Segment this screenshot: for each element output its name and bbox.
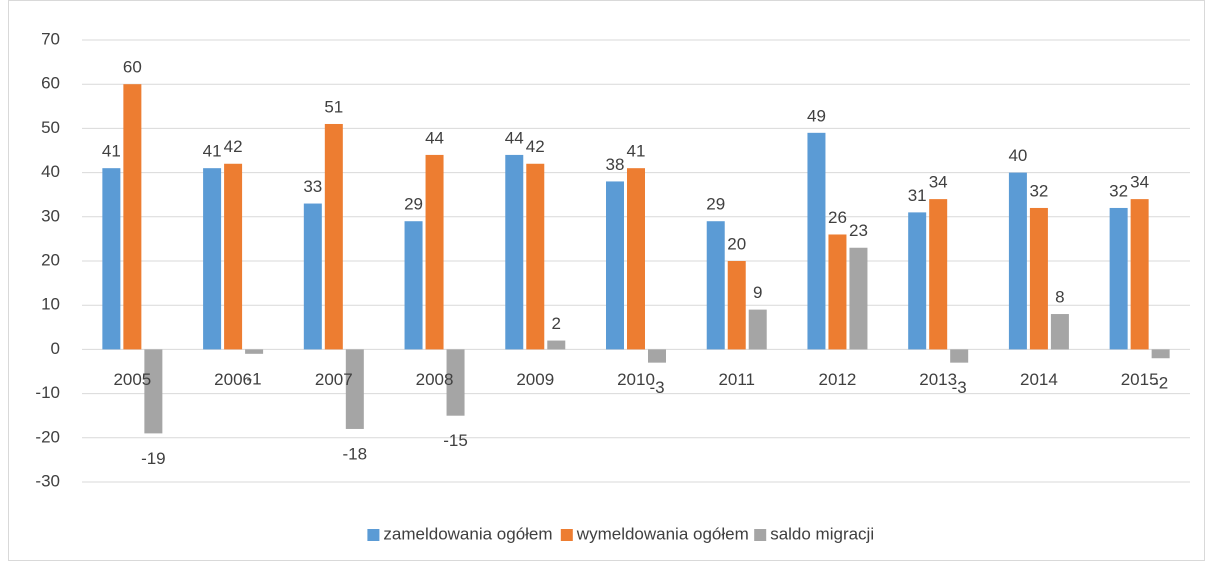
x-tick-label: 2012	[819, 370, 857, 389]
data-label: 51	[324, 97, 343, 116]
legend-label: wymeldowania ogółem	[576, 524, 749, 543]
data-label: -2	[1153, 374, 1168, 393]
data-label: 38	[606, 155, 625, 174]
y-tick-label: 0	[51, 339, 60, 358]
y-tick-label: 50	[41, 118, 60, 137]
legend-swatch	[560, 529, 573, 541]
bar	[706, 221, 725, 350]
bar	[303, 203, 322, 350]
bar	[648, 349, 666, 363]
bar	[627, 168, 645, 350]
data-label: 34	[929, 173, 948, 192]
data-label: 44	[505, 128, 524, 147]
bar	[1029, 207, 1048, 350]
bar	[425, 154, 444, 350]
legend-label: zameldowania ogółem	[383, 524, 552, 543]
y-tick-label: 20	[41, 250, 60, 269]
bar	[748, 309, 767, 350]
data-label: 29	[706, 195, 725, 214]
x-tick-label: 2011	[718, 370, 755, 389]
bar	[505, 154, 524, 350]
data-label: 40	[1008, 146, 1027, 165]
data-label: 9	[753, 283, 762, 302]
data-label: 42	[526, 137, 545, 156]
y-tick-label: -20	[35, 427, 60, 446]
y-tick-label: 40	[41, 162, 60, 181]
bar	[526, 163, 545, 350]
legend-label: saldo migracji	[770, 524, 874, 543]
bar	[950, 349, 969, 363]
data-label: 32	[1109, 181, 1128, 200]
data-label: -3	[649, 378, 664, 397]
data-label: 41	[203, 142, 222, 161]
data-label: 34	[1130, 173, 1149, 192]
y-tick-label: -30	[35, 471, 60, 490]
bar	[1130, 199, 1149, 350]
bar	[245, 349, 264, 354]
x-tick-label: 2010	[617, 370, 655, 389]
data-label: -18	[343, 444, 368, 463]
bar	[1050, 314, 1069, 350]
bar	[1109, 207, 1128, 350]
legend-swatch	[754, 529, 767, 541]
data-label: 41	[102, 142, 121, 161]
data-label: 60	[123, 58, 142, 77]
x-tick-label: 2008	[416, 370, 454, 389]
x-tick-label: 2014	[1020, 370, 1058, 389]
data-label: 2	[552, 314, 561, 333]
x-tick-label: 2015	[1121, 370, 1159, 389]
data-label: 29	[404, 195, 423, 214]
bar	[102, 168, 121, 350]
x-tick-label: 2006	[214, 370, 252, 389]
bar	[404, 221, 423, 350]
bar	[908, 212, 927, 350]
bar	[345, 349, 364, 429]
data-label: 33	[303, 177, 322, 196]
legend-swatch	[367, 529, 380, 541]
bar	[807, 132, 826, 350]
bar	[224, 163, 243, 350]
y-tick-label: 70	[41, 29, 60, 48]
data-label: -3	[952, 378, 967, 397]
data-label: 44	[425, 128, 444, 147]
x-tick-label: 2013	[919, 370, 957, 389]
y-tick-label: 10	[41, 295, 60, 314]
data-label: 49	[807, 106, 826, 125]
data-label: 32	[1029, 181, 1048, 200]
y-tick-label: 30	[41, 206, 60, 225]
bar	[123, 84, 142, 350]
bar	[547, 340, 566, 350]
bar	[446, 349, 465, 416]
data-label: 23	[849, 221, 868, 240]
data-label: 20	[727, 234, 746, 253]
data-label: -19	[141, 449, 166, 468]
data-label: 31	[908, 186, 927, 205]
bar	[828, 234, 847, 350]
data-label: 42	[224, 137, 243, 156]
bar	[324, 123, 343, 350]
bar	[144, 349, 163, 434]
data-label: 8	[1055, 288, 1064, 307]
bar	[203, 168, 222, 350]
bar	[929, 199, 948, 350]
data-label: 26	[828, 208, 847, 227]
y-tick-label: 60	[41, 74, 60, 93]
data-label: 41	[627, 142, 646, 161]
x-tick-label: 2005	[113, 370, 151, 389]
x-tick-label: 2007	[315, 370, 353, 389]
bar	[1151, 349, 1170, 359]
bar	[849, 247, 868, 350]
bar	[606, 181, 624, 350]
x-tick-label: 2009	[516, 370, 554, 389]
y-tick-label: -10	[35, 383, 60, 402]
bar	[1008, 172, 1027, 350]
data-label: -1	[247, 369, 262, 388]
data-label: -15	[443, 431, 468, 450]
bar	[727, 261, 746, 350]
